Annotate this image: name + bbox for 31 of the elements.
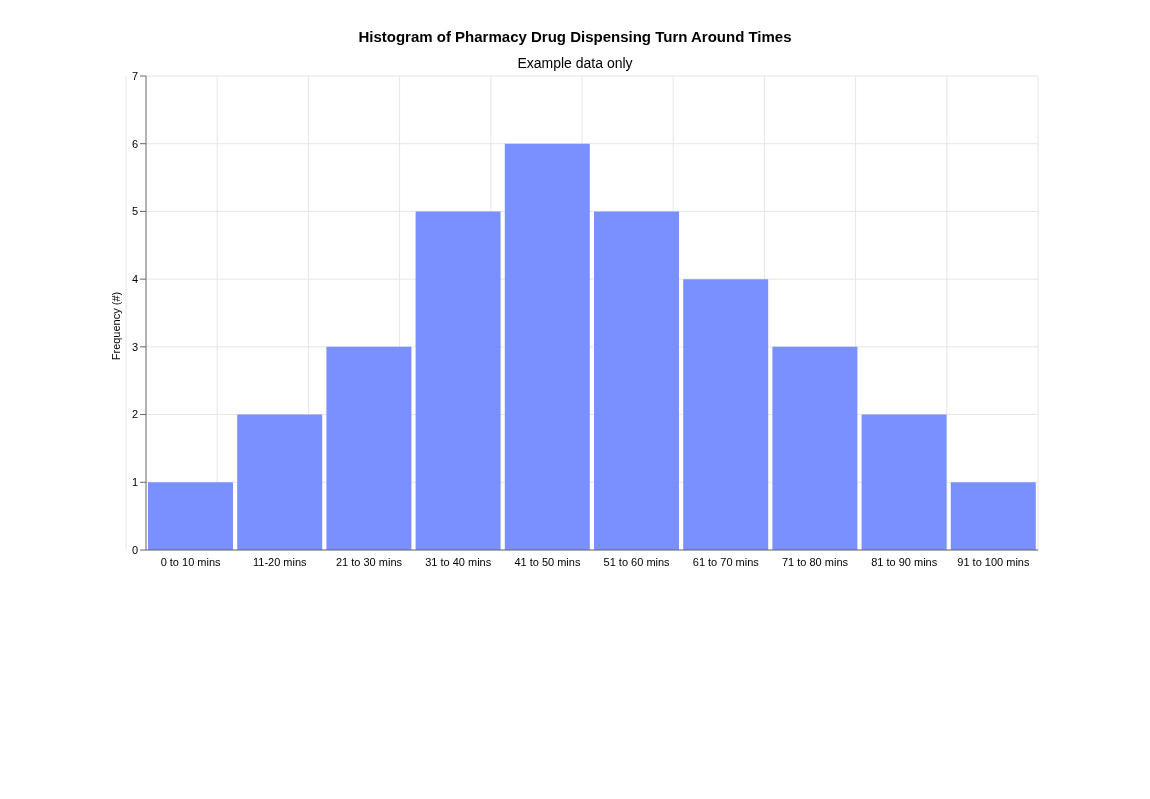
bar <box>326 346 412 550</box>
bar <box>237 414 323 550</box>
x-tick-label: 21 to 30 mins <box>335 555 403 568</box>
x-tick-label: 31 to 40 mins <box>425 555 492 568</box>
bar <box>148 482 233 550</box>
x-tick-label: 0 to 10 mins <box>160 555 222 568</box>
x-tick-label: 51 to 60 mins <box>603 555 671 568</box>
chart-title: Histogram of Pharmacy Drug Dispensing Turn Around Times <box>357 28 793 45</box>
x-tick-label: 11-20 mins <box>253 555 308 568</box>
x-tick-label: 71 to 80 mins <box>781 555 849 568</box>
y-tick-label: 1 <box>131 476 138 489</box>
chart-subtitle: Example data only <box>516 55 634 71</box>
bar <box>861 414 947 550</box>
x-tick-label: 91 to 100 mins <box>957 555 1030 568</box>
y-tick-label: 2 <box>131 408 138 421</box>
x-tick-label: 61 to 70 mins <box>692 555 760 568</box>
y-tick-label: 0 <box>131 543 138 556</box>
x-tick-label: 41 to 50 mins <box>514 555 581 568</box>
y-axis-title: Frequency (#) <box>110 290 122 363</box>
y-tick-label: 4 <box>131 273 138 286</box>
y-tick-label: 3 <box>131 340 138 353</box>
x-tick-label: 81 to 90 mins <box>871 555 938 568</box>
bar <box>683 279 769 550</box>
bar <box>415 211 501 550</box>
bar <box>772 346 858 550</box>
bar <box>504 143 590 550</box>
y-tick-label: 6 <box>131 137 138 150</box>
y-tick-label: 7 <box>131 69 138 82</box>
bar <box>594 211 679 550</box>
bar <box>950 482 1036 550</box>
y-tick-label: 5 <box>131 205 138 218</box>
